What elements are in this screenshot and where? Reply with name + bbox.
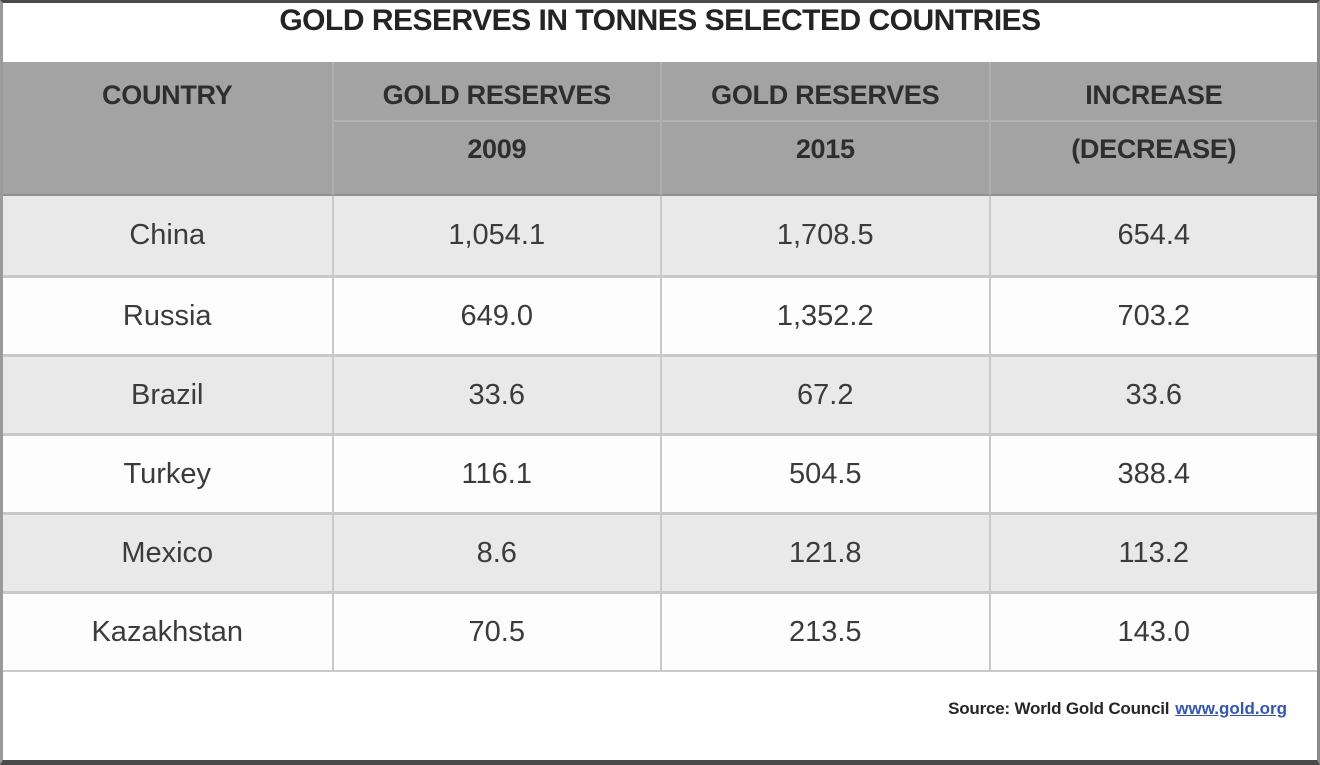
cell-increase: 113.2 xyxy=(988,512,1317,591)
column-header-increase: INCREASE (DECREASE) xyxy=(988,62,1317,196)
cell-country: Kazakhstan xyxy=(3,591,332,670)
cell-country: Russia xyxy=(3,275,332,354)
cell-country: Turkey xyxy=(3,433,332,512)
cell-reserves-2015: 1,708.5 xyxy=(660,196,989,275)
cell-increase: 388.4 xyxy=(988,433,1317,512)
column-header-label: GOLD RESERVES xyxy=(711,79,940,110)
cell-reserves-2015: 1,352.2 xyxy=(660,275,989,354)
column-header-label: INCREASE xyxy=(1085,79,1223,110)
cell-reserves-2009: 649.0 xyxy=(331,275,660,354)
cell-reserves-2009: 33.6 xyxy=(331,354,660,433)
cell-increase: 654.4 xyxy=(988,196,1317,275)
gold-reserves-table: COUNTRY GOLD RESERVES 2009 GOLD RESERVES… xyxy=(3,62,1317,672)
source-label: Source: World Gold Council xyxy=(948,699,1170,718)
cell-country: Brazil xyxy=(3,354,332,433)
cell-reserves-2009: 116.1 xyxy=(331,433,660,512)
column-header-label: GOLD RESERVES xyxy=(382,79,611,110)
source-note: Source: World Gold Council www.gold.org xyxy=(3,672,1317,760)
cell-reserves-2015: 67.2 xyxy=(660,354,989,433)
cell-reserves-2009: 70.5 xyxy=(331,591,660,670)
column-header-label: COUNTRY xyxy=(102,79,233,110)
column-header-reserves-2015: GOLD RESERVES 2015 xyxy=(660,62,989,196)
cell-reserves-2009: 1,054.1 xyxy=(331,196,660,275)
cell-reserves-2015: 213.5 xyxy=(660,591,989,670)
cell-increase: 143.0 xyxy=(988,591,1317,670)
cell-increase: 703.2 xyxy=(988,275,1317,354)
cell-reserves-2015: 504.5 xyxy=(660,433,989,512)
cell-reserves-2015: 121.8 xyxy=(660,512,989,591)
cell-reserves-2009: 8.6 xyxy=(331,512,660,591)
column-header-sublabel: 2009 xyxy=(333,120,660,194)
cell-country: Mexico xyxy=(3,512,332,591)
column-header-reserves-2009: GOLD RESERVES 2009 xyxy=(331,62,660,196)
column-header-country: COUNTRY xyxy=(3,62,332,196)
cell-country: China xyxy=(3,196,332,275)
column-header-sublabel: 2015 xyxy=(662,120,989,194)
source-link[interactable]: www.gold.org xyxy=(1175,699,1287,718)
figure-title: GOLD RESERVES IN TONNES SELECTED COUNTRI… xyxy=(279,4,1041,37)
cell-increase: 33.6 xyxy=(988,354,1317,433)
column-header-sublabel: (DECREASE) xyxy=(990,120,1317,194)
